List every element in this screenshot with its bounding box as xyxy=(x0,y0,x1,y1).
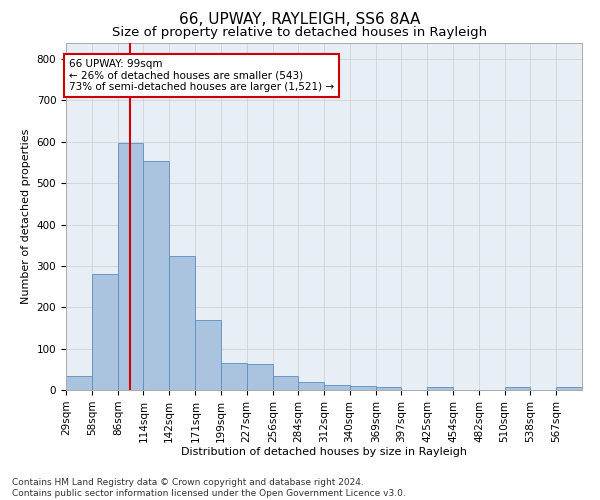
Bar xyxy=(376,386,401,390)
Bar xyxy=(196,320,221,390)
Text: Size of property relative to detached houses in Rayleigh: Size of property relative to detached ho… xyxy=(112,26,488,39)
Text: 66 UPWAY: 99sqm
← 26% of detached houses are smaller (543)
73% of semi-detached : 66 UPWAY: 99sqm ← 26% of detached houses… xyxy=(69,59,334,92)
Bar xyxy=(298,382,324,390)
Bar xyxy=(324,385,350,390)
Bar xyxy=(92,274,118,390)
Bar xyxy=(221,363,247,390)
Bar xyxy=(273,376,298,390)
X-axis label: Distribution of detached houses by size in Rayleigh: Distribution of detached houses by size … xyxy=(181,448,467,458)
Bar xyxy=(556,386,582,390)
Bar xyxy=(247,364,273,390)
Bar xyxy=(350,386,376,390)
Y-axis label: Number of detached properties: Number of detached properties xyxy=(21,128,31,304)
Bar xyxy=(505,386,530,390)
Bar xyxy=(143,161,169,390)
Text: 66, UPWAY, RAYLEIGH, SS6 8AA: 66, UPWAY, RAYLEIGH, SS6 8AA xyxy=(179,12,421,28)
Bar xyxy=(118,142,143,390)
Bar xyxy=(427,386,454,390)
Bar xyxy=(169,256,196,390)
Bar xyxy=(66,376,92,390)
Text: Contains HM Land Registry data © Crown copyright and database right 2024.
Contai: Contains HM Land Registry data © Crown c… xyxy=(12,478,406,498)
